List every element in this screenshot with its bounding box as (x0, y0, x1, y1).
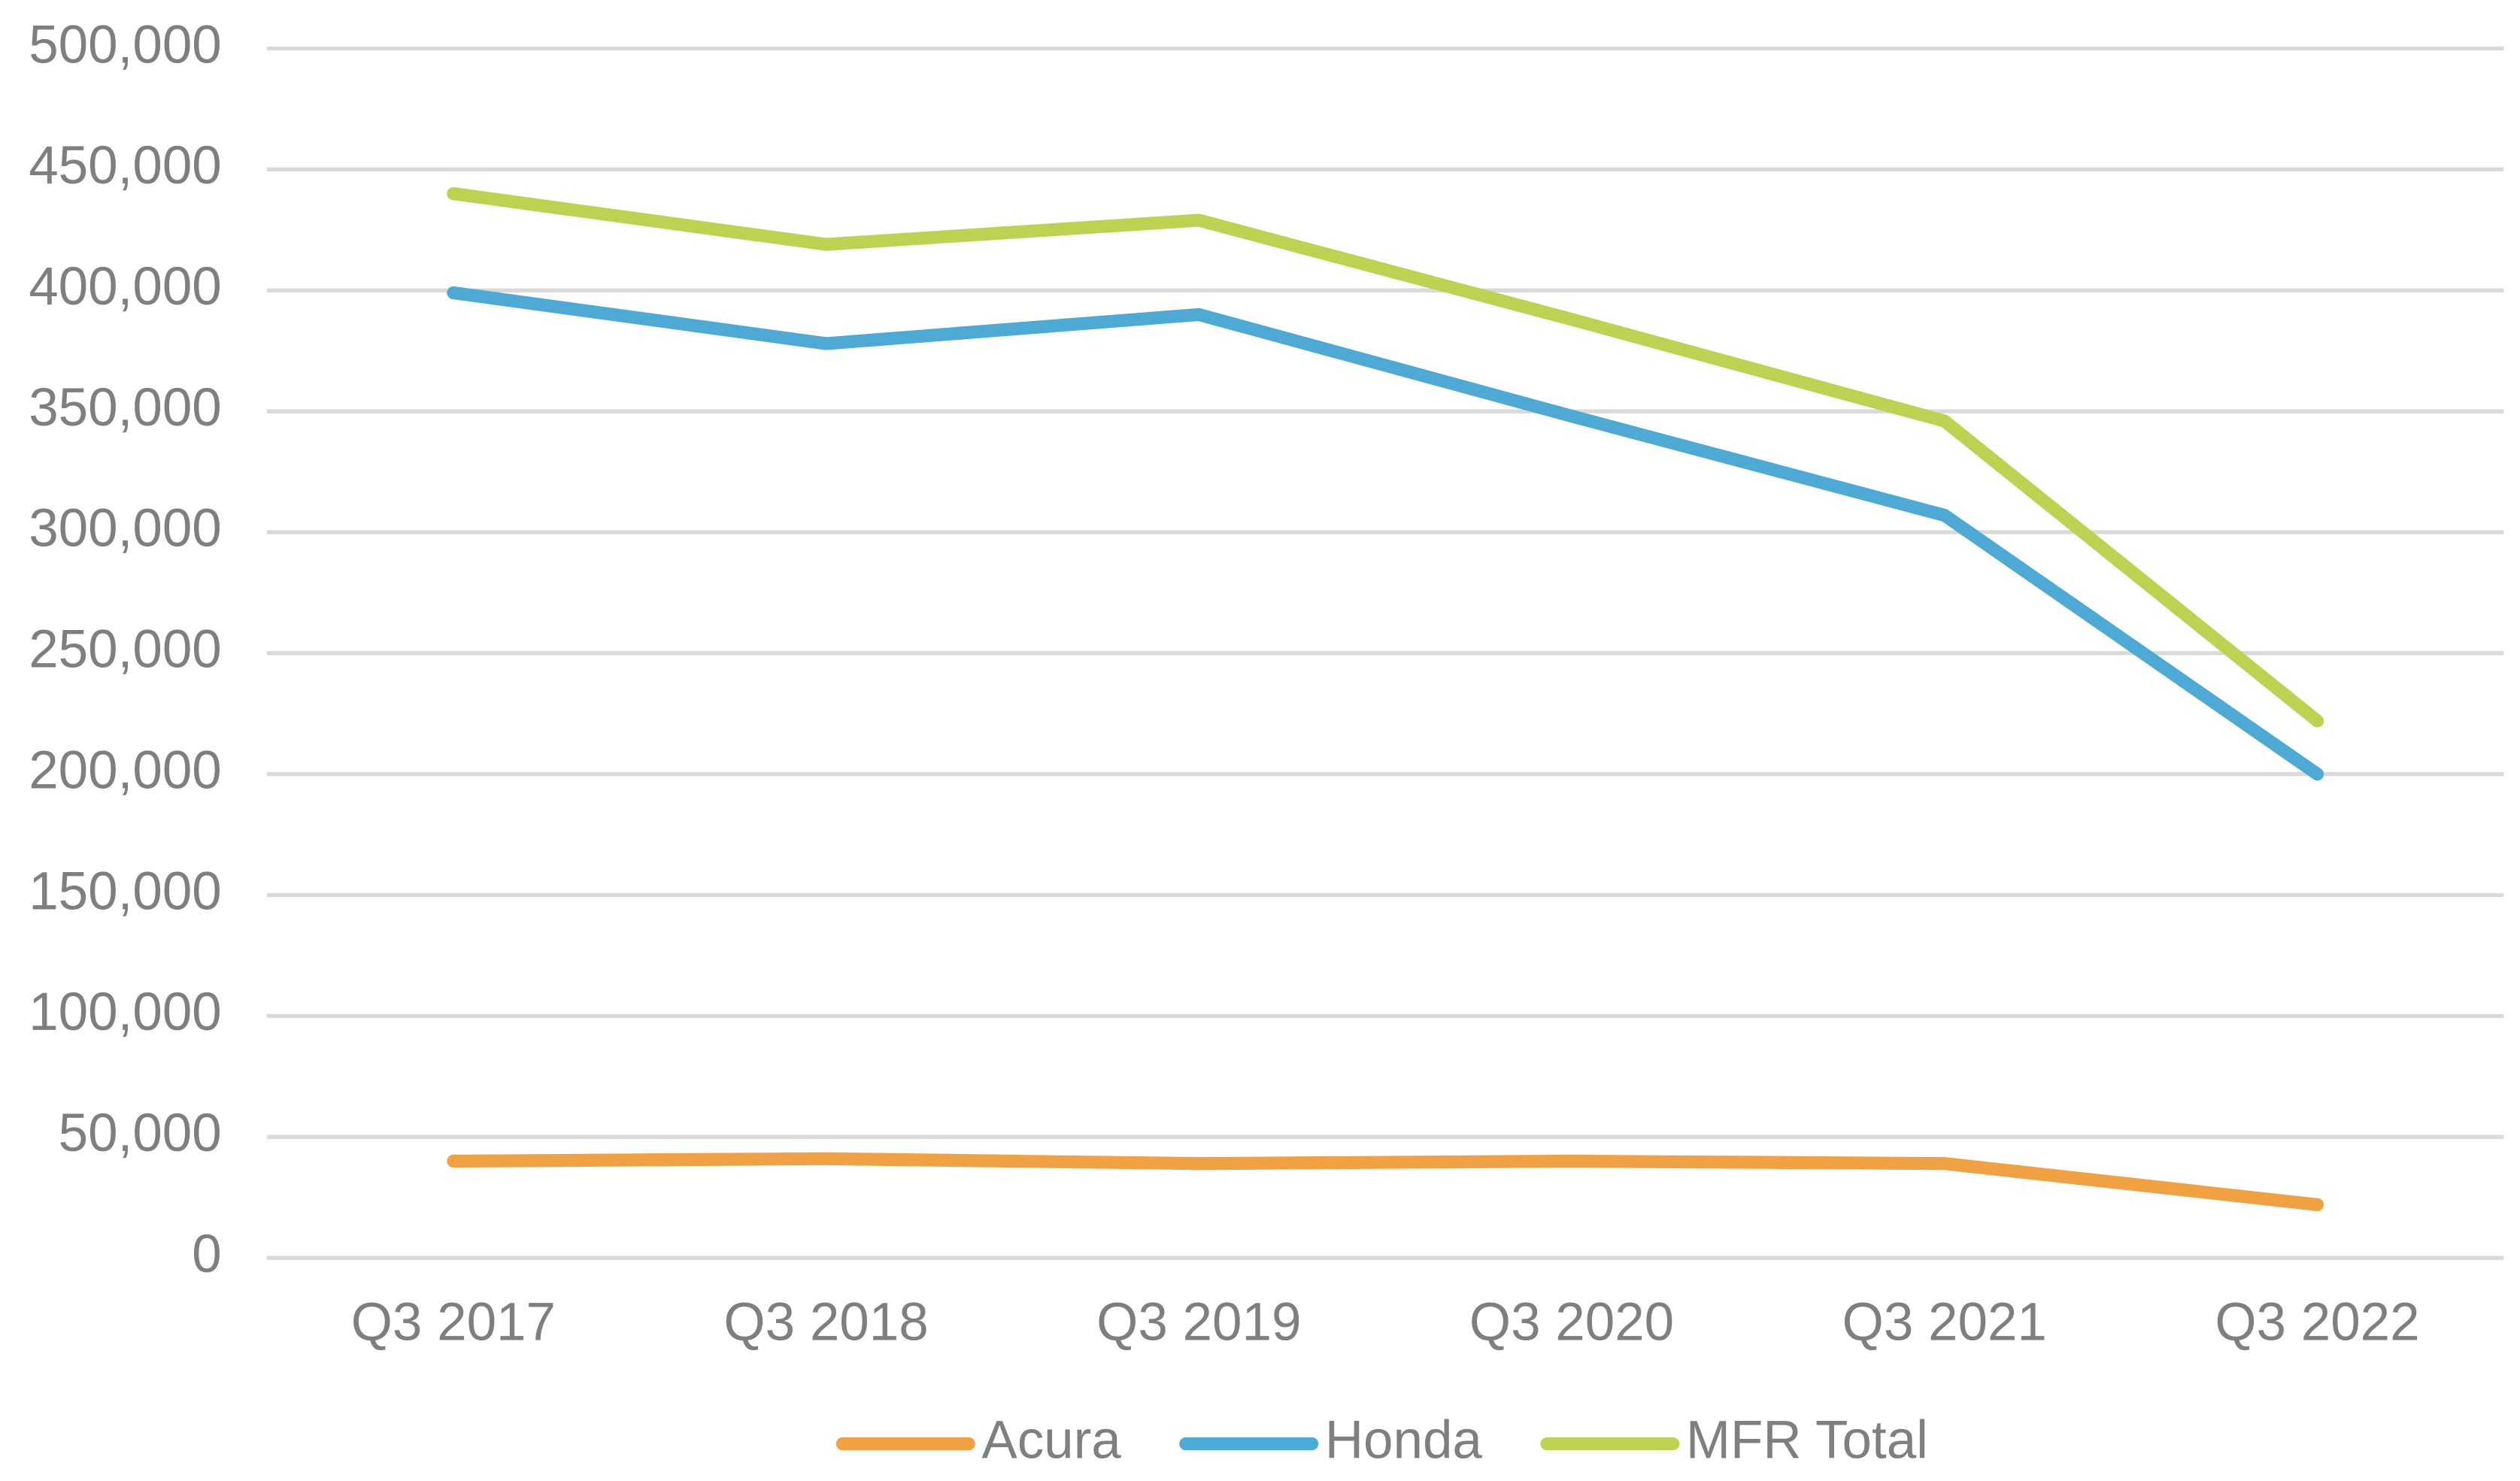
series-line (447, 1152, 2324, 1212)
x-tick-label: Q3 2022 (2215, 1292, 2419, 1352)
y-tick-label: 350,000 (29, 378, 222, 438)
x-tick-label: Q3 2019 (1096, 1292, 1301, 1352)
x-tick-label: Q3 2017 (351, 1292, 556, 1352)
legend-label: Acura (981, 1410, 1121, 1470)
y-tick-label: 200,000 (29, 740, 222, 800)
y-tick-label: 50,000 (59, 1104, 222, 1163)
y-tick-label: 250,000 (29, 620, 222, 680)
legend-label: MFR Total (1686, 1410, 1928, 1470)
x-tick-label: Q3 2021 (1842, 1292, 2047, 1352)
x-tick-label: Q3 2018 (723, 1292, 928, 1352)
x-tick-label: Q3 2020 (1469, 1292, 1674, 1352)
y-tick-label: 100,000 (29, 983, 222, 1042)
y-tick-label: 400,000 (29, 257, 222, 316)
y-tick-label: 150,000 (29, 862, 222, 921)
y-tick-label: 500,000 (29, 15, 222, 74)
y-tick-label: 0 (192, 1225, 221, 1284)
y-tick-label: 300,000 (29, 499, 222, 559)
legend-label: Honda (1325, 1410, 1483, 1470)
series-line (447, 186, 2324, 728)
y-tick-label: 450,000 (29, 136, 222, 195)
series-line (447, 286, 2324, 781)
